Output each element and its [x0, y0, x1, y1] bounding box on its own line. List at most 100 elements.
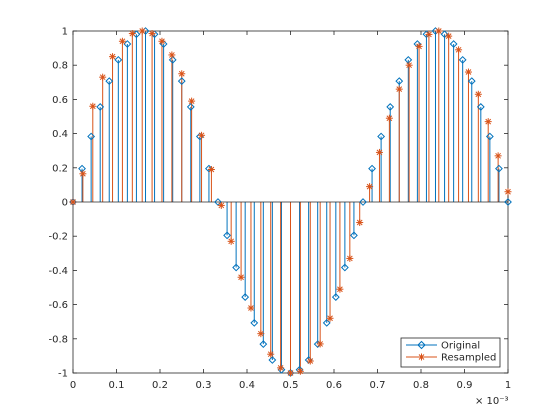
- marker-original: [259, 340, 268, 349]
- marker-original: [404, 55, 413, 64]
- markers-layer: [69, 27, 512, 377]
- marker-original: [78, 164, 86, 173]
- x-tick-label: 0.6: [326, 380, 342, 391]
- marker-original: [114, 55, 123, 64]
- marker-resampled: [217, 201, 225, 209]
- marker-resampled: [128, 30, 136, 38]
- y-tick-label: -0.2: [48, 232, 68, 243]
- y-tick-label: 0: [62, 198, 68, 209]
- x-tick-label: 0.4: [239, 380, 255, 391]
- y-tick-label: -0.8: [48, 334, 68, 345]
- marker-original: [467, 77, 476, 86]
- marker-original: [322, 318, 331, 327]
- marker-resampled: [69, 198, 77, 206]
- marker-resampled: [138, 27, 146, 35]
- x-exponent-label: × 10⁻³: [475, 396, 509, 407]
- marker-original: [123, 40, 132, 48]
- marker-resampled: [257, 330, 265, 338]
- marker-resampled: [484, 118, 492, 126]
- y-tick-label: 0.2: [52, 163, 68, 174]
- legend-label-original: Original: [441, 341, 480, 352]
- legend-box: [400, 337, 501, 368]
- marker-original: [458, 55, 467, 64]
- marker-original: [87, 132, 96, 141]
- marker-original: [504, 198, 512, 206]
- marker-resampled: [474, 90, 482, 98]
- marker-original: [250, 318, 259, 327]
- x-tick-label: 0.8: [413, 380, 429, 391]
- marker-resampled: [99, 73, 107, 81]
- marker-resampled: [395, 85, 403, 93]
- tick-labels: 0 0.1 0.2 0.3 0.4 0.5 0.6 0.7 0.8 0.9 1 -1 -0.8 -0.6 -…: [48, 27, 511, 392]
- legend-marker-original: [417, 340, 426, 350]
- marker-resampled: [247, 304, 255, 312]
- marker-original: [186, 103, 195, 111]
- marker-resampled: [89, 102, 97, 110]
- marker-resampled: [287, 369, 294, 377]
- x-tick-label: 0.2: [152, 380, 168, 391]
- marker-original: [449, 40, 458, 48]
- marker-resampled: [79, 170, 87, 178]
- marker-resampled: [445, 32, 453, 40]
- marker-resampled: [455, 46, 463, 54]
- marker-resampled: [336, 285, 344, 293]
- marker-resampled: [267, 350, 275, 358]
- marker-original: [440, 30, 449, 39]
- marker-resampled: [326, 314, 334, 322]
- marker-resampled: [356, 219, 364, 227]
- marker-original: [476, 103, 485, 111]
- marker-original: [177, 77, 186, 86]
- marker-resampled: [188, 97, 196, 105]
- marker-original: [368, 164, 376, 173]
- marker-resampled: [346, 254, 354, 262]
- marker-resampled: [277, 364, 285, 372]
- marker-original: [241, 293, 250, 301]
- y-tick-label: 0.4: [52, 129, 68, 140]
- marker-resampled: [148, 30, 156, 38]
- marker-resampled: [316, 340, 324, 348]
- marker-resampled: [227, 237, 235, 245]
- y-tick-label: 0.8: [52, 61, 68, 72]
- y-tick-label: 0.6: [52, 95, 68, 106]
- marker-resampled: [464, 68, 472, 76]
- marker-resampled: [296, 367, 304, 375]
- marker-original: [96, 103, 105, 111]
- x-tick-label: 0: [70, 380, 76, 391]
- marker-resampled: [178, 70, 186, 78]
- marker-resampled: [375, 148, 383, 156]
- y-tick-label: -1: [58, 369, 68, 380]
- legend-marker-resampled: [418, 353, 425, 361]
- marker-resampled: [207, 166, 215, 174]
- marker-original: [223, 231, 231, 240]
- marker-resampled: [306, 357, 314, 365]
- x-tick-label: 0.9: [457, 380, 473, 391]
- x-tick-label: 1: [505, 380, 511, 391]
- marker-original: [350, 231, 358, 240]
- marker-original: [485, 132, 494, 141]
- marker-resampled: [237, 273, 245, 281]
- marker-resampled: [109, 53, 117, 61]
- legend: Original Resampled: [400, 337, 501, 368]
- marker-resampled: [158, 37, 166, 45]
- y-tick-label: -0.4: [48, 266, 68, 277]
- marker-resampled: [198, 131, 206, 139]
- x-tick-label: 0.7: [370, 380, 386, 391]
- marker-original: [331, 293, 340, 301]
- stems-layer: [81, 31, 509, 373]
- y-tick-label: 1: [62, 27, 68, 38]
- x-tick-label: 0.3: [196, 380, 212, 391]
- marker-resampled: [366, 183, 374, 191]
- marker-original: [105, 77, 114, 86]
- marker-original: [340, 263, 349, 272]
- x-tick-label: 0.1: [109, 380, 125, 391]
- marker-resampled: [425, 30, 433, 38]
- x-tick-label: 0.5: [283, 380, 299, 391]
- legend-label-resampled: Resampled: [441, 353, 496, 364]
- marker-resampled: [118, 37, 126, 45]
- marker-resampled: [504, 188, 512, 196]
- marker-original: [268, 356, 277, 364]
- marker-original: [168, 55, 177, 64]
- marker-original: [395, 77, 404, 86]
- marker-original: [386, 103, 395, 111]
